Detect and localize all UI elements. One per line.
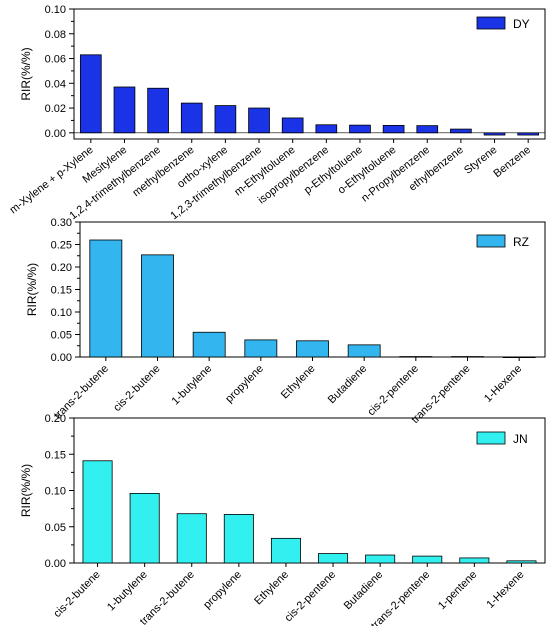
- bar-10: [382, 124, 405, 134]
- bar-13: [483, 132, 506, 136]
- bar-12: [450, 128, 472, 134]
- y-tick-label: 0.20: [45, 413, 66, 425]
- y-tick-label: 0.00: [45, 128, 66, 140]
- y-tick-label: 0.15: [45, 449, 66, 461]
- bar-10: [506, 560, 537, 564]
- bar-5: [214, 105, 237, 134]
- x-tick-label: 1-butylene: [105, 569, 150, 614]
- bar-3: [147, 87, 169, 134]
- bar-1: [89, 239, 123, 358]
- y-tick-label: 0.08: [45, 29, 66, 41]
- bar-3: [192, 331, 226, 358]
- bar-2: [113, 86, 136, 134]
- bar-7: [365, 554, 396, 564]
- x-tick-label: 1-Hexene: [484, 569, 526, 611]
- y-tick-label: 0.30: [51, 217, 72, 229]
- y-tick-label: 0.25: [51, 240, 72, 252]
- x-tick-label: cis-2-pentene: [365, 363, 421, 419]
- bar-1: [79, 54, 102, 134]
- bar-7: [281, 117, 304, 134]
- bar-5: [296, 340, 329, 358]
- x-tick-label: 1-pentene: [436, 569, 480, 613]
- legend-label: JN: [513, 432, 528, 446]
- x-tick-label: propylene: [223, 363, 266, 406]
- y-tick-label: 0.10: [45, 486, 66, 498]
- bar-9: [349, 124, 371, 134]
- legend-swatch: [476, 16, 506, 30]
- x-tick-label: Butadiene: [342, 569, 386, 613]
- y-tick-label: 0.15: [51, 285, 72, 297]
- y-tick-label: 0.05: [45, 522, 66, 534]
- bar-6: [318, 553, 349, 564]
- y-tick-label: 0.00: [45, 558, 66, 570]
- x-tick-label: Ethylene: [279, 363, 318, 402]
- legend-label: DY: [513, 17, 530, 31]
- y-tick-label: 0.02: [45, 103, 66, 115]
- x-tick-label: propylene: [201, 569, 244, 612]
- y-axis-title: RIR(%/%): [25, 263, 39, 316]
- y-tick-label: 0.20: [51, 262, 72, 274]
- bar-4: [223, 514, 254, 564]
- bar-2: [129, 492, 160, 564]
- bar-4: [180, 102, 203, 134]
- bar-14: [517, 132, 540, 136]
- bar-4: [244, 339, 278, 358]
- y-axis-title: RIR(%/%): [19, 464, 33, 517]
- x-tick-label: Ethylene: [252, 569, 291, 608]
- bar-3: [176, 513, 207, 564]
- bar-6: [347, 344, 381, 358]
- x-tick-label: cis-2-butene: [51, 569, 102, 620]
- y-tick-label: 0.10: [51, 307, 72, 319]
- x-tick-label: 1-butylene: [169, 363, 214, 408]
- legend-label: RZ: [513, 235, 529, 249]
- bar-8: [315, 124, 338, 134]
- x-tick-label: cis-2-butene: [111, 363, 162, 414]
- bar-6: [248, 107, 270, 134]
- bar-9: [459, 557, 490, 564]
- x-tick-label: Butadiene: [326, 363, 370, 407]
- x-tick-label: p-Ethyltoluene: [302, 144, 365, 197]
- chart-panel-3: 0.00 0.05 0.10 0.15 0.20 RIR(%/%) cis-2-butene…: [19, 413, 546, 626]
- y-tick-label: 0.10: [45, 4, 66, 16]
- y-tick-label: 0.05: [51, 330, 72, 342]
- x-tick-label: Benzene: [491, 144, 533, 180]
- bar-5: [270, 537, 301, 564]
- plot-frame: [73, 8, 546, 140]
- bar-2: [141, 254, 174, 358]
- x-tick-label: 1-Hexene: [482, 363, 524, 405]
- chart-panel-1: 0.000.020.040.060.080.10RIR(%/%)m-Xylene…: [8, 4, 546, 222]
- bar-1: [82, 460, 113, 564]
- legend-swatch: [476, 234, 506, 248]
- y-axis-title: RIR(%/%): [19, 47, 33, 100]
- y-tick-label: 0.04: [45, 78, 66, 90]
- bar-11: [416, 125, 439, 134]
- chart-panel-2: 0.000.050.100.150.200.250.30RIR(%/%)tran…: [25, 217, 546, 426]
- bar-8: [412, 555, 443, 564]
- y-tick-label: 0.06: [45, 54, 66, 66]
- legend-swatch: [476, 431, 506, 445]
- y-tick-label: 0.00: [51, 352, 72, 364]
